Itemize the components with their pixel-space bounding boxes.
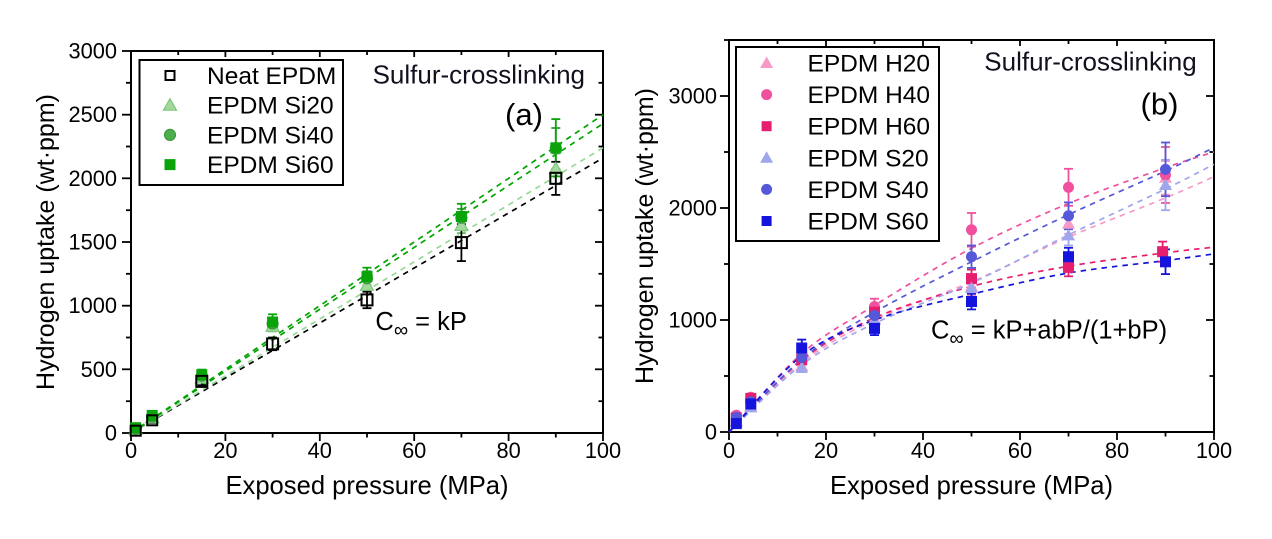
svg-text:20: 20 <box>814 438 838 463</box>
svg-text:Exposed pressure (MPa): Exposed pressure (MPa) <box>830 472 1113 500</box>
svg-text:EPDM Si60: EPDM Si60 <box>207 152 334 179</box>
svg-text:80: 80 <box>1105 438 1129 463</box>
svg-text:EPDM Si20: EPDM Si20 <box>207 93 334 120</box>
svg-text:Hydrogen uptake (wt·ppm): Hydrogen uptake (wt·ppm) <box>631 88 659 384</box>
svg-text:Sulfur-crosslinking: Sulfur-crosslinking <box>373 60 585 90</box>
svg-text:0: 0 <box>105 421 117 446</box>
svg-text:3000: 3000 <box>669 84 718 109</box>
svg-text:Neat EPDM: Neat EPDM <box>207 63 336 90</box>
svg-text:40: 40 <box>911 438 935 463</box>
svg-text:1000: 1000 <box>669 308 718 333</box>
svg-text:0: 0 <box>723 438 735 463</box>
svg-text:(a): (a) <box>505 97 543 132</box>
svg-text:C∞ = kP+abP/(1+bP): C∞ = kP+abP/(1+bP) <box>931 316 1167 350</box>
svg-text:EPDM H20: EPDM H20 <box>808 51 931 78</box>
svg-text:2000: 2000 <box>69 166 118 191</box>
svg-text:EPDM S40: EPDM S40 <box>808 177 929 204</box>
svg-text:Sulfur-crosslinking: Sulfur-crosslinking <box>984 46 1196 76</box>
svg-text:C∞ = kP: C∞ = kP <box>375 308 467 342</box>
svg-text:EPDM Si40: EPDM Si40 <box>207 122 334 149</box>
svg-text:Exposed pressure (MPa): Exposed pressure (MPa) <box>225 472 508 500</box>
svg-text:Hydrogen uptake (wt·ppm): Hydrogen uptake (wt·ppm) <box>32 94 60 390</box>
svg-text:EPDM H60: EPDM H60 <box>808 114 931 141</box>
svg-text:EPDM H40: EPDM H40 <box>808 82 931 109</box>
svg-text:2500: 2500 <box>69 102 118 127</box>
svg-text:500: 500 <box>81 357 117 382</box>
svg-text:100: 100 <box>585 438 621 463</box>
svg-text:EPDM S20: EPDM S20 <box>808 145 929 172</box>
svg-text:2000: 2000 <box>669 196 718 221</box>
svg-text:80: 80 <box>496 438 520 463</box>
svg-text:3000: 3000 <box>69 39 118 64</box>
svg-text:20: 20 <box>213 438 237 463</box>
svg-text:(b): (b) <box>1141 87 1179 122</box>
svg-text:40: 40 <box>308 438 332 463</box>
svg-text:EPDM S60: EPDM S60 <box>808 209 929 236</box>
svg-text:100: 100 <box>1196 438 1232 463</box>
svg-text:1000: 1000 <box>69 293 118 318</box>
svg-text:1500: 1500 <box>69 230 118 255</box>
svg-text:60: 60 <box>1008 438 1032 463</box>
svg-text:0: 0 <box>125 438 137 463</box>
svg-text:0: 0 <box>705 420 717 445</box>
svg-text:60: 60 <box>402 438 426 463</box>
